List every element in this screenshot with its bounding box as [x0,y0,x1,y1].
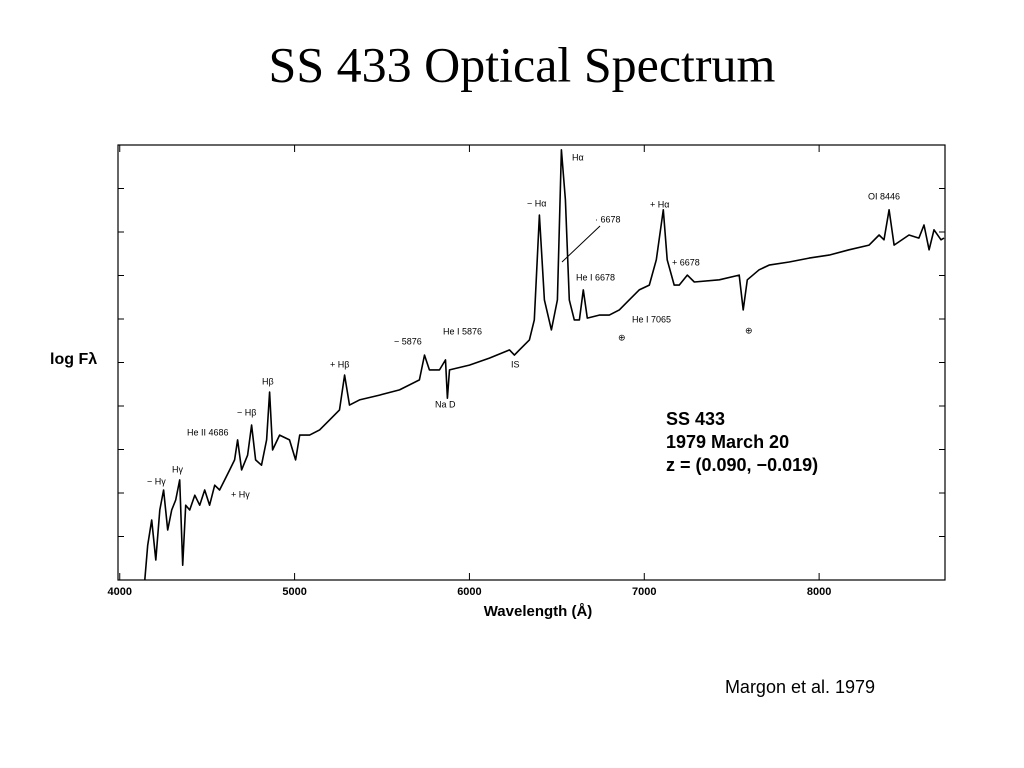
x-tick-label: 4000 [108,586,132,598]
annotation: He II 4686 [187,427,229,437]
annotation: + Hγ [231,489,250,499]
inset-text: SS 433 [666,409,725,429]
annotation: He I 7065 [632,314,671,324]
annotation: Na D [435,399,456,409]
inset-text: z = (0.090, −0.019) [666,455,818,475]
x-tick-label: 5000 [282,586,306,598]
annotation: ⊕ [745,325,753,335]
leader-line [561,225,601,263]
annotation: − Hγ [147,476,166,486]
annotation: − Hα [527,198,546,208]
x-axis-label: Wavelength (Å) [484,603,593,620]
annotation: Hβ [262,376,274,386]
annotation: − Hβ [237,407,256,417]
x-tick-label: 8000 [807,586,831,598]
annotation: IS [511,359,520,369]
y-axis-label: log Fλ [50,351,97,368]
plot-frame [117,144,946,581]
annotation: ⊕ [618,332,626,342]
spectrum-line [144,149,945,581]
annotation: · 6678 [595,214,621,224]
annotation: + 6678 [672,257,700,267]
x-tick-label: 7000 [632,586,656,598]
annotation: − 5876 [394,336,422,346]
credit: Margon et al. 1979 [725,677,875,697]
annotation: Hα [572,152,584,162]
annotation: OI 8446 [868,191,900,201]
slide-title: SS 433 Optical Spectrum [269,36,776,92]
annotation: + Hα [650,199,669,209]
annotation: He I 5876 [443,326,482,336]
x-tick-label: 6000 [457,586,481,598]
annotation: He I 6678 [576,272,615,282]
inset-text: 1979 March 20 [666,432,789,452]
annotation: Hγ [172,464,183,474]
annotation: + Hβ [330,359,349,369]
